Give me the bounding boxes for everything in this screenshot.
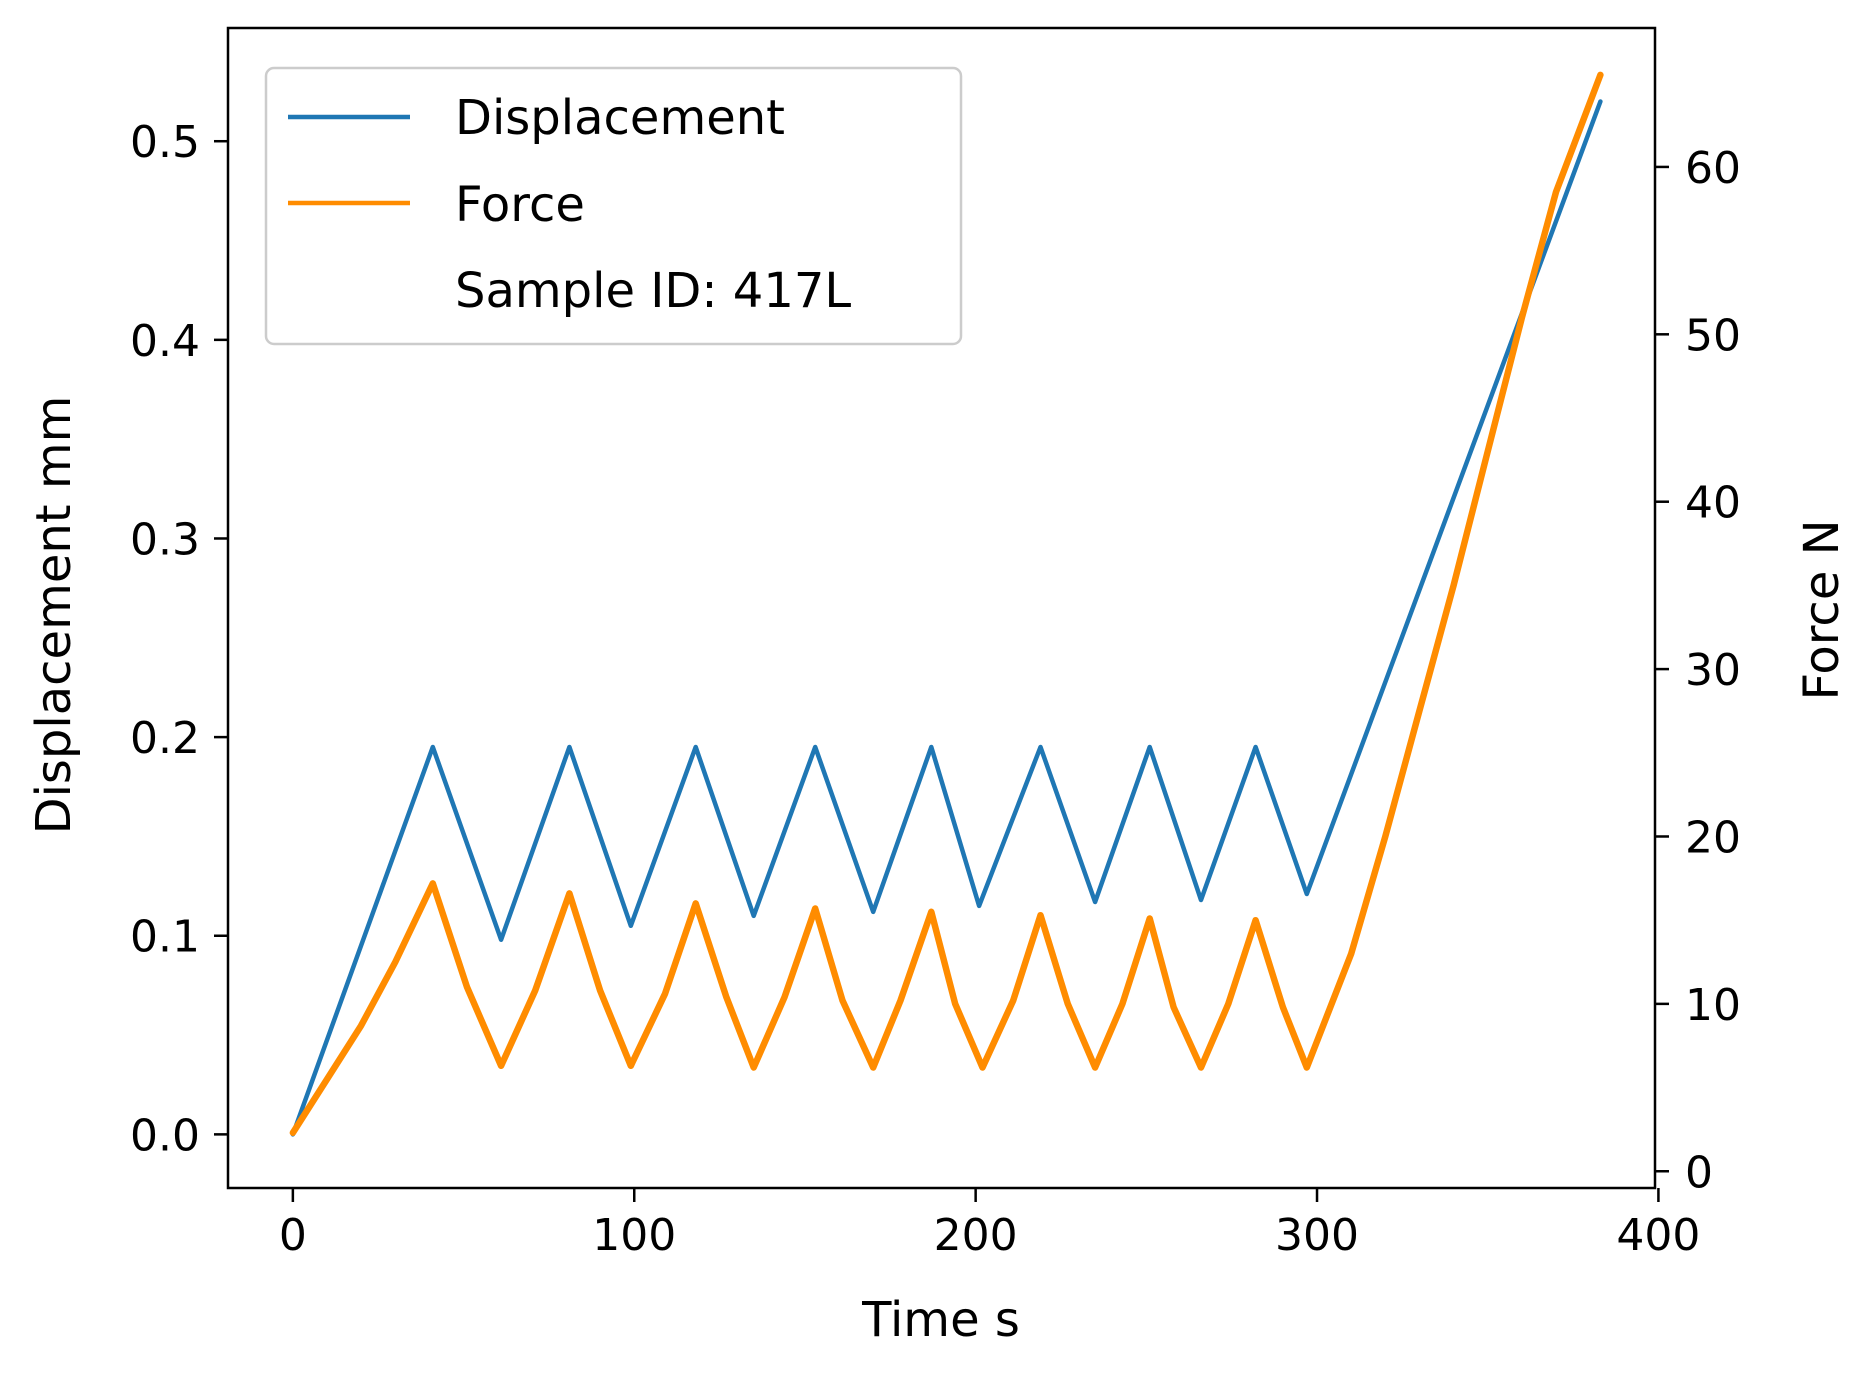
y2-tick-label: 0	[1685, 1147, 1713, 1198]
y-axis-right: 0 10 20 30 40 50 60	[1655, 143, 1741, 1198]
y-tick-label: 0.1	[130, 912, 200, 963]
y2-tick-label: 50	[1685, 310, 1741, 361]
y-tick-label: 0.3	[130, 514, 200, 565]
y-tick-label: 0.0	[130, 1110, 200, 1161]
series-layer	[289, 71, 1604, 1137]
x-tick-label: 400	[1616, 1210, 1700, 1261]
plot-frame	[226, 26, 1657, 1190]
y2-tick-label: 20	[1685, 812, 1741, 863]
y2-tick-label: 30	[1685, 645, 1741, 696]
y-tick-label: 0.2	[130, 713, 200, 764]
x-tick-label: 300	[1275, 1210, 1359, 1261]
y2-tick-label: 10	[1685, 980, 1741, 1031]
y-axis-label: Displacement mm	[26, 396, 82, 835]
x-axis: 0 100 200 300 400	[279, 1188, 1700, 1261]
y2-tick-label: 40	[1685, 478, 1741, 529]
x-tick-label: 200	[934, 1210, 1018, 1261]
legend-sample-id: Sample ID: 417L	[455, 263, 851, 319]
legend: Displacement Force Sample ID: 417L	[264, 66, 963, 346]
legend-label-displacement: Displacement	[455, 90, 785, 146]
x-axis-label: Time s	[861, 1292, 1020, 1348]
legend-label-force: Force	[455, 177, 585, 233]
y-axis-left: 0.0 0.1 0.2 0.3 0.4 0.5	[130, 117, 228, 1161]
y-tick-label: 0.5	[130, 117, 200, 168]
x-tick-label: 100	[592, 1210, 676, 1261]
y2-tick-label: 60	[1685, 143, 1741, 194]
series-line-displacement	[290, 99, 1603, 1137]
x-tick-label: 0	[279, 1210, 307, 1261]
series-line-force	[289, 71, 1604, 1137]
y-tick-label: 0.4	[130, 316, 200, 367]
y2-axis-label: Force N	[1794, 519, 1850, 700]
legend-box	[264, 66, 963, 346]
